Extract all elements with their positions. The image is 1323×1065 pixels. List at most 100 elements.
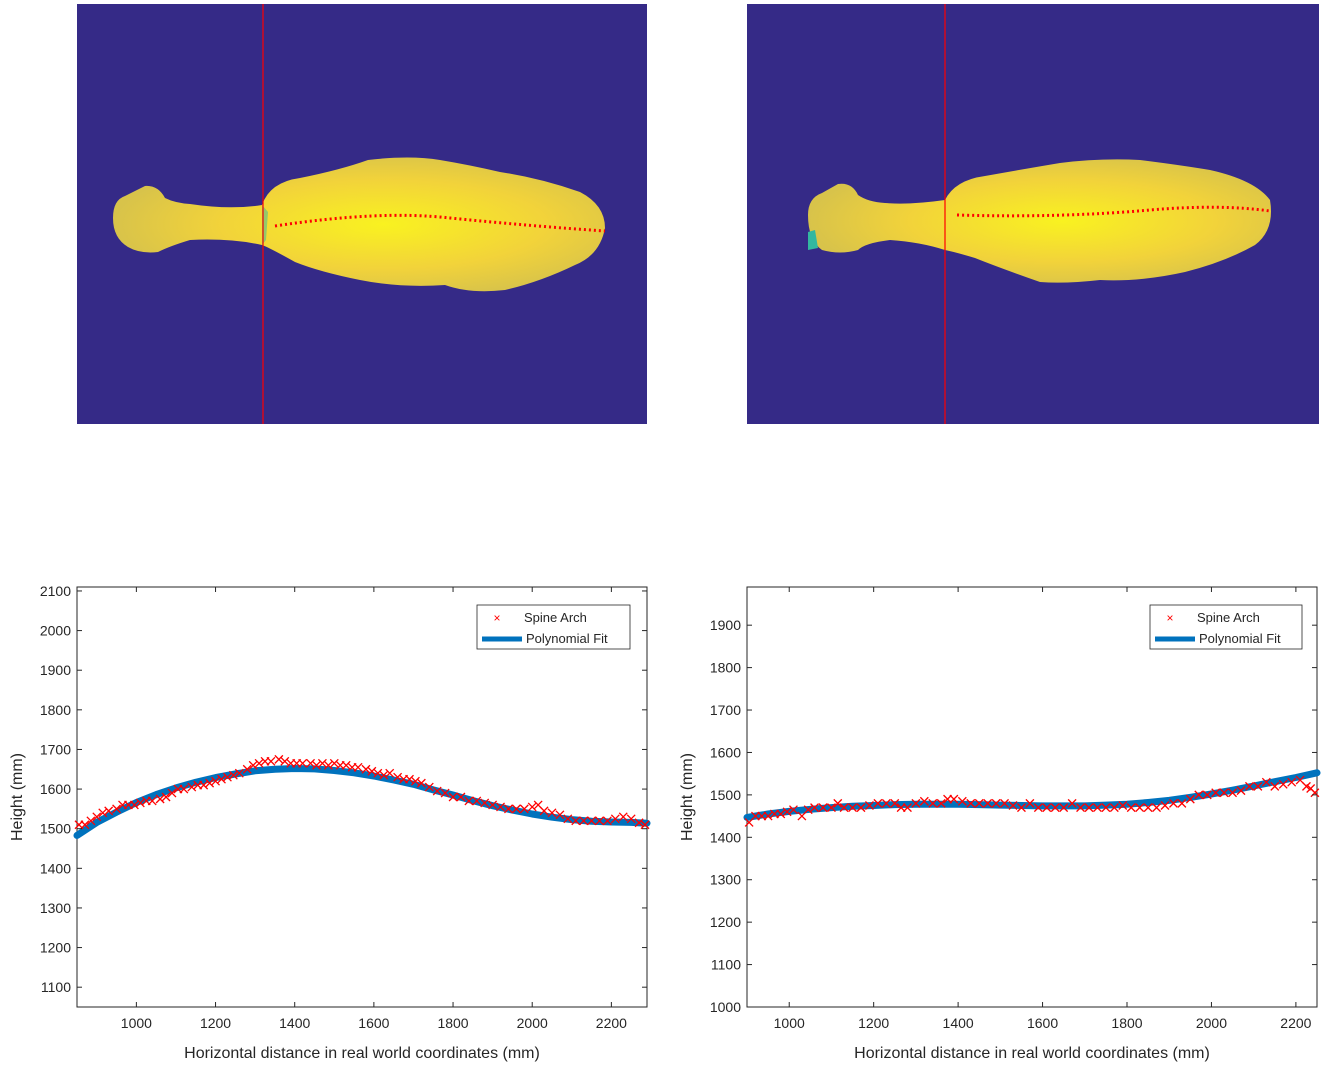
spine-arch-point — [1219, 788, 1229, 798]
spine-arch-point — [818, 803, 828, 813]
y-tick-label: 1900 — [710, 617, 741, 633]
spine-arch-point — [595, 816, 604, 826]
spine-arch-point — [440, 788, 450, 798]
spine-arch-point — [782, 807, 792, 817]
spine-arch-point — [488, 800, 498, 810]
spine-arch-point — [1160, 801, 1170, 810]
spine-arch-point — [856, 803, 866, 813]
spine-arch-point — [199, 780, 209, 790]
spine-arch-point — [1067, 798, 1077, 808]
spine-arch-point — [587, 816, 597, 826]
x-tick-label: 1400 — [279, 1015, 310, 1031]
spine-arch-point — [1168, 798, 1178, 808]
chart-marks-right — [743, 769, 1321, 827]
spine-arch-point — [864, 801, 874, 810]
spine-arch-point — [86, 816, 96, 826]
spine-arch-point — [379, 770, 389, 780]
spine-arch-point — [1152, 803, 1162, 813]
spine-arch-point — [936, 798, 946, 808]
spine-arch-point — [222, 772, 232, 782]
spine-arch-point — [480, 798, 490, 808]
spine-arch-point — [983, 798, 993, 808]
spine-arch-point — [919, 796, 929, 806]
spine-arch-point — [353, 762, 363, 772]
spine-arch-point — [788, 805, 798, 815]
legend-marker-spine-arch-icon: × — [493, 611, 500, 625]
y-tick-label: 2100 — [40, 583, 71, 599]
y-tick-label: 2000 — [40, 623, 71, 639]
spine-arch-point — [416, 778, 426, 788]
spine-arch-point — [393, 772, 403, 782]
spine-arch-point — [217, 774, 226, 784]
spine-arch-point — [405, 774, 414, 784]
spine-arch-point — [167, 788, 177, 798]
spine-arch-point — [1126, 803, 1136, 813]
legend-marker-spine-arch-icon: × — [1166, 611, 1173, 625]
spine-arch-point — [1244, 781, 1254, 791]
spine-arch-point — [1101, 803, 1111, 813]
spine-arch-point — [839, 803, 849, 813]
spine-arch-point — [1033, 803, 1043, 813]
spine-arch-point — [187, 782, 197, 792]
spine-arch-point — [1185, 794, 1195, 804]
spine-arch-point — [306, 758, 316, 768]
x-tick-label: 1600 — [358, 1015, 389, 1031]
spine-arch-point — [555, 810, 565, 820]
x-tick-label: 2200 — [1280, 1015, 1311, 1031]
spine-arch-point — [966, 798, 976, 808]
spine-arch-point — [341, 760, 351, 770]
spine-arch-point — [547, 808, 557, 818]
spine-arch-point — [179, 784, 189, 794]
spine-arch-point — [579, 816, 589, 826]
spine-arch-point — [211, 776, 221, 786]
spine-arch-point — [317, 758, 327, 768]
spine-arch-point — [873, 798, 883, 808]
spine-arch-point — [750, 811, 760, 821]
spine-arch-point — [373, 768, 383, 778]
spine-arch-point — [519, 804, 529, 814]
y-tick-label: 1700 — [710, 702, 741, 718]
y-tick-label: 1600 — [40, 781, 71, 797]
legend-box-right — [1149, 604, 1303, 650]
spine-arch-point — [626, 814, 636, 824]
depth-image-left — [77, 4, 647, 424]
chart-ticks-right: 1000 1200 1400 1600 1800 2000 2200 1000 1100 1200… — [710, 587, 1317, 1031]
spine-arch-point — [1135, 803, 1145, 813]
y-tick-label: 1400 — [710, 829, 741, 845]
spine-arch-point — [472, 796, 482, 806]
spine-arch-point — [161, 792, 171, 802]
spine-arch-point — [848, 803, 858, 813]
spine-arch-point — [1076, 803, 1086, 813]
y-tick-label: 1900 — [40, 662, 71, 678]
spine-chart-left: 1000 1200 1400 1600 1800 2000 2200 1100 1200 1300… — [9, 583, 651, 1062]
spine-arch-point — [1278, 779, 1288, 789]
legend-label-spine-arch: Spine Arch — [524, 610, 587, 625]
legend-label-polynomial-fit: Polynomial Fit — [1199, 631, 1281, 646]
spine-arch-point — [1211, 788, 1221, 798]
x-tick-label: 1000 — [774, 1015, 805, 1031]
spine-arch-point — [242, 764, 252, 774]
spine-arch-point — [432, 786, 442, 796]
spine-arch-point — [602, 816, 612, 826]
y-tick-label: 1700 — [40, 741, 71, 757]
spine-arch-point — [1092, 803, 1102, 813]
spine-arch-point — [928, 798, 938, 808]
spine-arch-point — [957, 796, 967, 806]
y-axis-label-right: Height (mm) — [679, 753, 696, 841]
spine-arch-point — [943, 794, 953, 804]
spine-arch-point — [902, 803, 912, 813]
spine-arch-point — [323, 760, 333, 770]
x-tick-label: 1800 — [437, 1015, 468, 1031]
spine-arch-point — [254, 758, 264, 768]
spine-arch-point — [92, 812, 102, 822]
spine-arch-point — [1202, 790, 1212, 800]
y-tick-label: 1500 — [710, 787, 741, 803]
spine-arch-point — [129, 800, 139, 810]
spine-arch-point — [205, 778, 215, 788]
spine-arch-point — [776, 809, 786, 819]
spine-arch-point — [1084, 803, 1094, 813]
spine-arch-point — [135, 798, 145, 808]
y-tick-label: 1600 — [710, 744, 741, 760]
spine-arch-point — [618, 812, 628, 822]
depth-edge-teal-right — [808, 230, 818, 250]
